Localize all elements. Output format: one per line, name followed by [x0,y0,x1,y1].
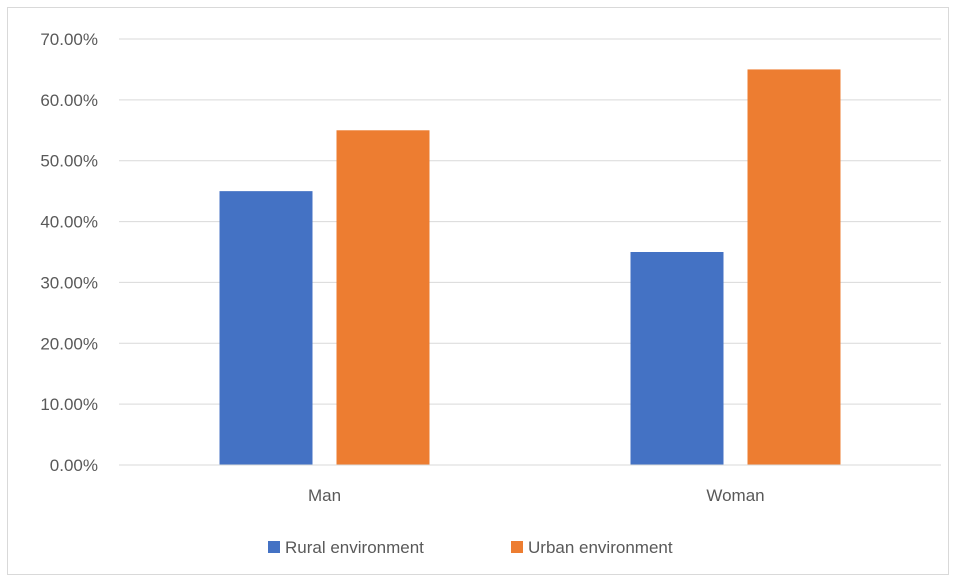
y-tick-label: 40.00% [40,213,98,232]
x-category-label: Man [308,486,341,505]
y-tick-label: 60.00% [40,91,98,110]
y-tick-label: 70.00% [40,30,98,49]
y-tick-label: 30.00% [40,273,98,292]
legend-swatch [268,541,280,553]
legend: Rural environment Urban environment [268,538,673,557]
x-axis-category-labels: Man Woman [308,486,765,505]
bar-rural-environment-woman [630,252,724,465]
bar-rural-environment-man [219,191,313,465]
y-axis-tick-labels: 0.00% 10.00% 20.00% 30.00% 40.00% 50.00% 60.00… [40,30,98,475]
y-tick-label: 50.00% [40,152,98,171]
legend-label: Urban environment [528,538,673,557]
bars [219,69,841,466]
y-tick-label: 0.00% [50,456,98,475]
bar-urban-environment-woman [747,69,841,465]
x-category-label: Woman [706,486,764,505]
legend-swatch [511,541,523,553]
y-tick-label: 10.00% [40,395,98,414]
bar-urban-environment-man [336,130,430,466]
legend-label: Rural environment [285,538,424,557]
y-tick-label: 20.00% [40,334,98,353]
